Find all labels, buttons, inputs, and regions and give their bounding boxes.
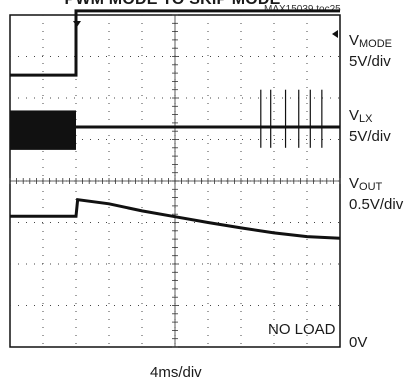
channel-scale-vlx: 5V/div	[349, 128, 391, 145]
trace-vmode	[10, 9, 340, 77]
channel-name-vout: VOUT	[349, 175, 383, 193]
channel-label-vout: VOUT 0.5V/div	[349, 175, 403, 213]
x-scale-label: 4ms/div	[150, 364, 202, 381]
channel-scale-vout: 0.5V/div	[349, 196, 404, 213]
offset-marker	[332, 30, 338, 38]
channel-name-vmode: VMODE	[349, 32, 393, 50]
channel-label-vlx: VLX 5V/div	[349, 107, 391, 145]
chart-title: PWM MODE TO SKIP MODE	[0, 0, 345, 9]
grid	[9, 14, 341, 348]
trigger-marker	[73, 21, 81, 27]
channel-label-vmode: VMODE 5V/div	[349, 32, 392, 70]
trace-vout	[10, 197, 341, 240]
channel-name-vlx: VLX	[349, 107, 373, 125]
traces	[10, 9, 341, 240]
trace-vlx-pwm-band	[10, 110, 76, 150]
no-load-annotation: NO LOAD	[268, 321, 336, 338]
channel-scale-vmode: 5V/div	[349, 53, 391, 70]
ground-label: 0V	[349, 334, 368, 351]
